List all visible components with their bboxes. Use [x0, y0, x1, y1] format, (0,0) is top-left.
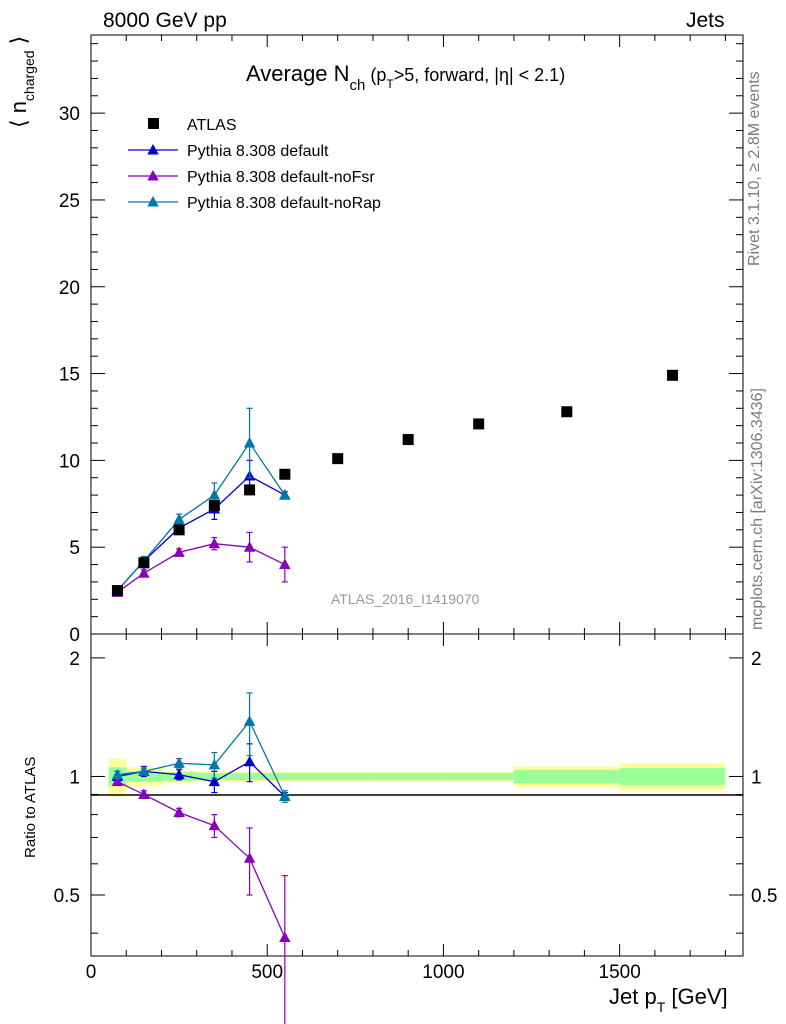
ratio-series-point [173, 768, 185, 780]
data-point [208, 500, 220, 512]
data-point [667, 369, 679, 381]
ratio-series-point [111, 768, 124, 780]
band-inner [619, 768, 726, 786]
y-tick-label: 25 [59, 191, 80, 212]
band-inner [302, 773, 373, 780]
ratio-series-point [173, 806, 185, 817]
data-point [244, 484, 256, 496]
series-point [243, 541, 256, 552]
data-point [279, 468, 291, 480]
band-inner [443, 773, 514, 780]
ratio-series-point [111, 775, 124, 787]
y-tick-label: 5 [69, 538, 80, 559]
data-point [332, 453, 344, 465]
ratio-y-axis-label: Ratio to ATLAS [22, 756, 39, 858]
x-tick-label: 1000 [422, 962, 464, 983]
series-point [279, 558, 291, 570]
mcplots-credit-text: mcplots.cern.ch [arXiv:1306.3436] [749, 388, 766, 630]
y-label-sub: charged [21, 50, 37, 102]
legend-marker [147, 196, 159, 207]
data-point [138, 557, 150, 569]
series-point [173, 546, 185, 557]
y-axis-label: ⟨ ncharged ⟩ [6, 36, 37, 128]
x-label-main: Jet p [609, 984, 657, 1009]
ratio-series-line [117, 720, 286, 797]
ratio-y-tick-label-right: 0.5 [751, 886, 777, 907]
ratio-series-point [138, 765, 150, 776]
analysis-tag: ATLAS_2016_I1419070 [331, 591, 480, 607]
x-tick-label: 500 [251, 962, 283, 983]
data-point [402, 434, 414, 446]
y-label-end: ⟩ [6, 35, 31, 51]
band-inner [513, 769, 620, 784]
x-label-unit: [GeV] [665, 984, 728, 1009]
band-inner [372, 773, 444, 780]
atlas-data-points [111, 369, 679, 597]
ratio-y-tick-label: 1 [69, 767, 80, 788]
title-sub: ch [349, 77, 366, 94]
header-left: 8000 GeV pp [103, 9, 227, 32]
legend-marker [147, 144, 159, 155]
title-main: Average N [246, 61, 350, 86]
band-inner [267, 773, 303, 780]
y-tick-label: 10 [59, 451, 80, 472]
series-point [243, 437, 256, 448]
series-point [279, 489, 291, 500]
title-rest-sub: T [386, 77, 394, 91]
y-tick-label: 0 [69, 625, 80, 646]
ratio-series-point [279, 931, 291, 942]
legend-label: Pythia 8.308 default-noRap [187, 195, 381, 212]
legend-label: Pythia 8.308 default [187, 143, 329, 160]
header-right: Jets [686, 9, 725, 32]
ratio-series-point [243, 715, 256, 726]
ratio-y-tick-label: 2 [69, 649, 80, 670]
ratio-y-tick-label: 0.5 [54, 886, 80, 907]
y-label-main: ⟨ n [6, 101, 31, 128]
x-label-sub: T [656, 999, 666, 1015]
y-tick-label: 30 [59, 104, 80, 125]
x-axis-label: Jet pT [GeV] [609, 984, 728, 1015]
legend-label: Pythia 8.308 default-noFsr [187, 169, 375, 186]
axis-ticks [90, 35, 743, 956]
legend-marker [147, 170, 159, 181]
y-tick-label: 15 [59, 365, 80, 386]
ratio-series-point [208, 758, 221, 770]
data-point [561, 406, 573, 418]
x-tick-label: 1500 [599, 962, 641, 983]
ratio-series-point [243, 755, 256, 767]
y-tick-label: 20 [59, 278, 80, 299]
ratio-series-point [138, 788, 150, 799]
data-point [473, 418, 485, 430]
title-rest2: >5, forward, |η| < 2.1) [393, 65, 566, 85]
title-rest: (p [365, 65, 387, 85]
chart-title: Average Nch (pT>5, forward, |η| < 2.1) [246, 61, 565, 94]
data-point [173, 524, 185, 536]
ratio-y-tick-label-right: 1 [751, 767, 762, 788]
ratio-series-point [173, 757, 185, 768]
mc-series [111, 407, 291, 1024]
series-point [208, 537, 221, 549]
series-point [138, 567, 150, 578]
ratio-series-point [279, 790, 291, 801]
legend-marker-atlas [148, 118, 159, 129]
series-point [208, 489, 221, 500]
data-point [111, 585, 123, 597]
legend-label-atlas: ATLAS [187, 117, 237, 134]
ratio-series-line [117, 781, 286, 938]
ratio-series-point [208, 819, 221, 831]
ratio-uncertainty-bands [108, 758, 726, 797]
tick-labels: 0 500 1000 1500 0 5 10 15 20 25 30 0.5 0.5 1 1 2 2 [54, 104, 778, 983]
series-point [173, 513, 185, 524]
ratio-y-tick-label-right: 2 [751, 649, 762, 670]
x-tick-label: 0 [86, 962, 97, 983]
rivet-version-text: Rivet 3.1.10, ≥ 2.8M events [746, 71, 763, 266]
ratio-series-point [243, 852, 256, 863]
ratio-series-point [208, 775, 221, 787]
legend: ATLAS Pythia 8.308 default Pythia 8.308 de… [128, 117, 381, 212]
